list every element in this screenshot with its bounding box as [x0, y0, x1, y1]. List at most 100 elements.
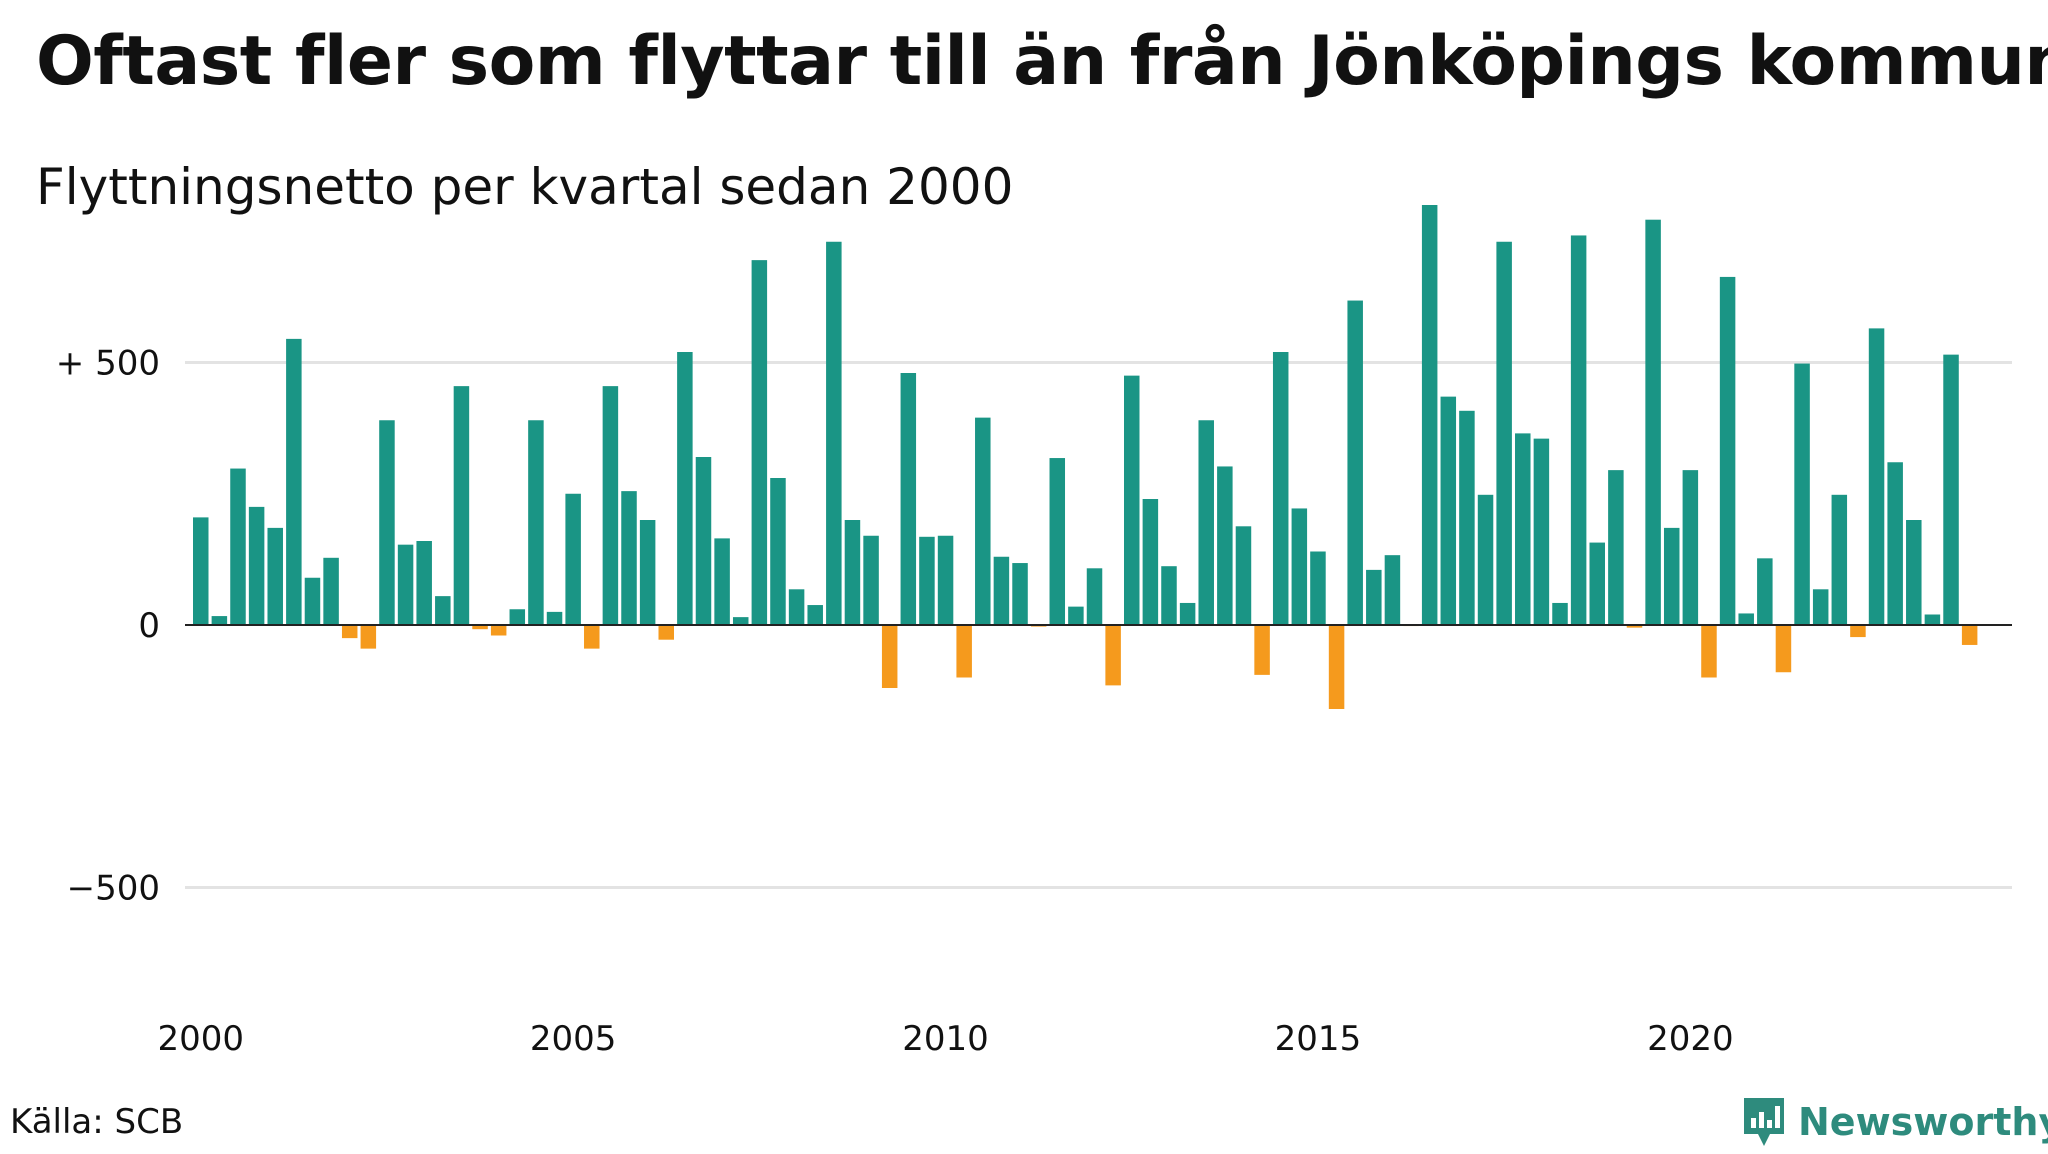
- x-tick-label: 2005: [530, 1019, 617, 1059]
- bar: [286, 338, 302, 626]
- bar: [1943, 354, 1959, 626]
- bar: [1142, 499, 1159, 625]
- bar: [1868, 328, 1885, 626]
- bar: [360, 625, 377, 649]
- bar: [937, 535, 954, 625]
- bar: [602, 386, 619, 626]
- bar: [1068, 606, 1084, 626]
- bar: [1366, 569, 1382, 626]
- chart-title: Oftast fler som flyttar till än från Jön…: [36, 22, 2048, 101]
- bar: [1179, 602, 1196, 625]
- bar: [1570, 235, 1587, 625]
- bar: [1496, 241, 1512, 625]
- bar: [1105, 625, 1121, 686]
- x-tick-label: 2015: [1275, 1019, 1362, 1059]
- gridlines: [185, 361, 2012, 889]
- bar: [1161, 566, 1177, 625]
- bar: [677, 352, 693, 625]
- bar: [1198, 420, 1214, 625]
- bar: [900, 373, 917, 625]
- bar: [193, 517, 209, 626]
- bar-chart: + 500 0 −500 2000 2005 2010 2015 2020: [56, 205, 2012, 1059]
- bar: [248, 506, 265, 626]
- bar: [1757, 558, 1773, 625]
- bar: [919, 536, 935, 625]
- bar: [1850, 625, 1866, 638]
- bar: [472, 625, 488, 630]
- bar: [1831, 494, 1848, 625]
- brand-logo[interactable]: Newsworthy: [1740, 1090, 2048, 1154]
- bar: [211, 616, 228, 625]
- bar: [509, 609, 526, 625]
- bar: [826, 241, 842, 625]
- source-note: Källa: SCB: [10, 1102, 184, 1142]
- bar: [1552, 602, 1568, 625]
- y-tick-label: −500: [67, 869, 160, 909]
- bar: [1515, 433, 1531, 626]
- bar: [1291, 508, 1308, 625]
- bar: [1235, 526, 1252, 625]
- bar: [639, 520, 656, 625]
- bar: [416, 541, 432, 625]
- bar: [1906, 520, 1922, 625]
- bar: [770, 478, 786, 625]
- bar: [1589, 542, 1605, 625]
- bar: [1217, 466, 1233, 625]
- bar: [397, 544, 414, 625]
- bars: [193, 205, 1978, 709]
- bar: [546, 611, 563, 626]
- bar: [1682, 470, 1699, 626]
- bar: [565, 493, 581, 625]
- brand-name: Newsworthy: [1798, 1100, 2048, 1144]
- y-axis-ticks: + 500 0 −500: [56, 344, 160, 909]
- bar: [621, 491, 637, 626]
- bar: [863, 535, 879, 625]
- chart-subtitle: Flyttningsnetto per kvartal sedan 2000: [36, 158, 1014, 216]
- bar: [1328, 625, 1345, 709]
- x-axis-ticks: 2000 2005 2010 2015 2020: [157, 1019, 1733, 1059]
- x-tick-label: 2000: [157, 1019, 244, 1059]
- bar: [1645, 219, 1661, 625]
- bar: [1924, 614, 1941, 625]
- x-tick-label: 2020: [1647, 1019, 1734, 1059]
- x-tick-label: 2010: [902, 1019, 989, 1059]
- bar: [788, 589, 805, 625]
- bar: [1533, 438, 1550, 626]
- bar: [732, 617, 749, 626]
- bar: [1012, 563, 1028, 625]
- bar: [1459, 410, 1475, 625]
- bar: [230, 468, 246, 625]
- bar: [956, 625, 972, 678]
- bar: [1701, 625, 1717, 678]
- bar: [1272, 352, 1289, 625]
- bar: [323, 557, 339, 625]
- bar: [1124, 375, 1140, 626]
- bar: [1663, 527, 1680, 626]
- bar: [267, 527, 283, 626]
- bar: [1384, 555, 1401, 625]
- y-tick-label: 0: [138, 606, 160, 646]
- bar: [1347, 300, 1363, 625]
- bar: [435, 596, 451, 626]
- bar: [1775, 625, 1792, 673]
- bar: [1477, 494, 1494, 625]
- bar: [993, 556, 1010, 625]
- bar: [1887, 462, 1903, 625]
- bar: [1738, 613, 1754, 625]
- bar: [1086, 568, 1103, 625]
- bar: [1254, 625, 1270, 675]
- bar: [881, 625, 898, 688]
- bar: [714, 538, 730, 626]
- bar: [528, 420, 544, 625]
- bar: [695, 457, 712, 625]
- bar: [304, 577, 321, 625]
- bar: [751, 260, 768, 626]
- bar: [584, 625, 600, 649]
- y-tick-label: + 500: [56, 344, 160, 384]
- bar: [1440, 396, 1457, 626]
- bar: [658, 625, 674, 640]
- bar: [341, 625, 358, 639]
- bar: [807, 605, 823, 625]
- bar: [975, 417, 991, 626]
- bar: [453, 386, 470, 626]
